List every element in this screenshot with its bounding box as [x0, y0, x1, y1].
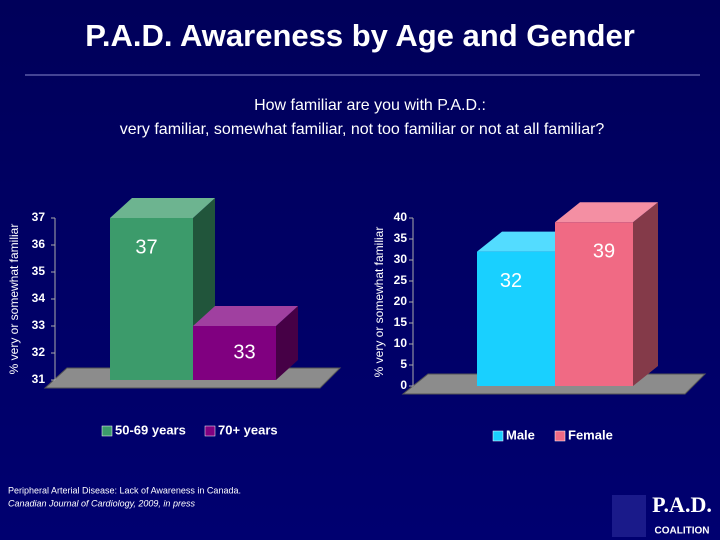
source: Peripheral Arterial Disease: Lack of Awa… — [8, 485, 241, 495]
y-tick-label: 32 — [32, 345, 46, 359]
legend-label: 50-69 years — [115, 422, 186, 437]
bar — [110, 218, 193, 380]
legend-swatch — [204, 425, 216, 437]
bar-top — [555, 202, 658, 223]
logo-icon — [612, 495, 646, 537]
data-label: 37 — [135, 236, 157, 258]
slide-title: P.A.D. Awareness by Age and Gender — [85, 18, 635, 53]
bar — [555, 222, 633, 386]
subtitle: How familiar are you with P.A.D.: — [254, 97, 486, 114]
bar — [477, 251, 555, 386]
legend-label: 70+ years — [218, 422, 278, 437]
y-tick-label: 0 — [400, 378, 407, 392]
y-axis-label: % very or somewhat familiar — [7, 224, 21, 375]
y-tick-label: 25 — [394, 273, 408, 287]
legend-swatch — [554, 430, 566, 442]
legend-swatch — [492, 430, 504, 442]
data-label: 33 — [233, 341, 255, 363]
bar-top — [193, 306, 298, 326]
y-tick-label: 20 — [394, 294, 408, 308]
legend-swatch — [101, 425, 113, 437]
y-axis-label: % very or somewhat familiar — [372, 227, 386, 378]
y-tick-label: 30 — [394, 252, 408, 266]
y-tick-label: 31 — [32, 372, 46, 386]
bar — [193, 326, 276, 380]
subtitle: very familiar, somewhat familiar, not to… — [120, 121, 605, 138]
legend-label: Female — [568, 427, 613, 442]
logo-text: COALITION — [655, 526, 710, 537]
y-tick-label: 34 — [32, 291, 46, 305]
y-tick-label: 37 — [32, 210, 46, 224]
y-tick-label: 35 — [32, 264, 46, 278]
y-tick-label: 40 — [394, 210, 408, 224]
logo-text: P.A.D. — [652, 492, 712, 517]
y-tick-label: 36 — [32, 237, 46, 251]
bar-side — [276, 306, 298, 380]
data-label: 32 — [500, 270, 522, 292]
bar-top — [477, 231, 580, 252]
legend-label: Male — [506, 427, 535, 442]
y-tick-label: 10 — [394, 336, 408, 350]
y-tick-label: 35 — [394, 231, 408, 245]
bar-side — [633, 202, 658, 386]
data-label: 39 — [593, 240, 615, 262]
y-tick-label: 15 — [394, 315, 408, 329]
bar-top — [110, 198, 215, 218]
source: Canadian Journal of Cardiology, 2009, in… — [8, 498, 195, 508]
y-tick-label: 33 — [32, 318, 46, 332]
y-tick-label: 5 — [400, 357, 407, 371]
